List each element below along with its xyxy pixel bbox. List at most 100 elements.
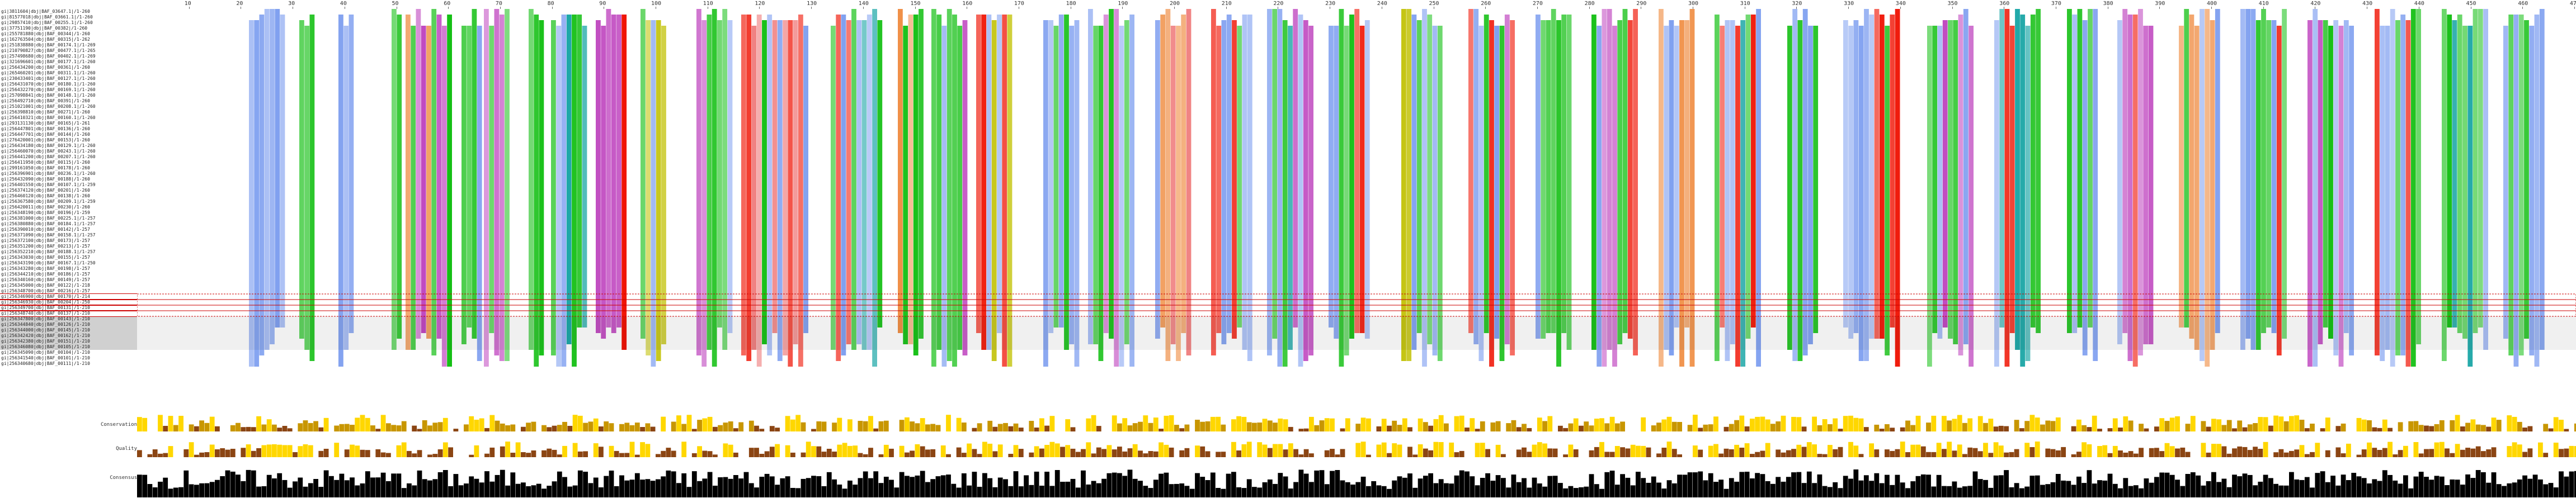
residue-column[interactable] [777,20,783,361]
residue-column[interactable] [1932,26,1938,333]
sequence-name[interactable]: gi|256447801|dbj|BAF_00136|/1-260 [1,126,90,131]
residue-column[interactable] [2148,26,2154,344]
residue-column[interactable] [489,26,495,333]
residue-column[interactable] [1043,20,1048,367]
sequence-name[interactable]: gi|256340680|dbj|BAF_00111|/1-210 [1,361,90,366]
residue-column[interactable] [1406,9,1412,361]
residue-column[interactable] [2473,9,2478,333]
residue-column[interactable] [746,15,752,361]
residue-column[interactable] [1546,20,1551,333]
sequence-name-panel[interactable]: gi|3811604|dbj|BAF_03647.1|/1-260 gi|8157… [0,9,138,501]
residue-column[interactable] [2082,20,2088,355]
residue-column[interactable] [952,15,957,367]
residue-column[interactable] [1750,15,1756,328]
residue-column[interactable] [1715,15,1720,361]
residue-column[interactable] [2250,9,2256,350]
sequence-name[interactable]: gi|3811604|dbj|BAF_03647.1|/1-260 [1,9,90,14]
residue-column[interactable] [556,26,562,367]
residue-column[interactable] [936,15,942,350]
residue-column[interactable] [841,15,846,355]
residue-column[interactable] [903,26,908,344]
residue-column[interactable] [946,9,952,361]
residue-column[interactable] [1536,15,1541,339]
sequence-name[interactable]: gi|256372100|dbj|BAF_00173|/1-257 [1,238,90,243]
residue-column[interactable] [2524,20,2529,339]
residue-column[interactable] [299,20,304,339]
residue-column[interactable] [2093,9,2098,361]
residue-column[interactable] [406,15,411,350]
sequence-name[interactable]: gi|256432270|dbj|BAF_00169.1|/1-260 [1,87,96,92]
residue-column[interactable] [803,26,808,333]
residue-column[interactable] [1499,26,1505,361]
residue-column[interactable] [304,26,310,350]
residue-column[interactable] [477,26,482,361]
residue-column[interactable] [270,9,275,344]
residue-column[interactable] [1937,26,1943,339]
sequence-name[interactable]: gi|256447701|dbj|BAF_00144|/1-260 [1,132,90,137]
residue-column[interactable] [1422,9,1427,367]
sequence-name[interactable]: gi|256340160|dbj|BAF_00149|/1-257 [1,277,90,282]
residue-column[interactable] [534,15,539,367]
residue-column[interactable] [1627,20,1633,339]
residue-column[interactable] [349,15,354,333]
residue-column[interactable] [1277,9,1283,367]
sequence-name[interactable]: gi|256348700|dbj|BAF_00216|/1-257 [1,288,90,293]
residue-column[interactable] [2036,9,2041,333]
sequence-name[interactable]: gi|256460120|dbj|BAF_00138|/1-260 [1,193,90,198]
residue-column[interactable] [1510,20,1515,355]
residue-column[interactable] [1969,26,1974,367]
residue-column[interactable] [1124,20,1129,344]
residue-column[interactable] [1411,15,1417,350]
sequence-name[interactable]: gi|256380880|dbj|BAF_00184.1|/1-257 [1,221,96,226]
residue-column[interactable] [1787,26,1792,350]
residue-column[interactable] [1237,26,1242,328]
residue-column[interactable] [596,20,601,333]
residue-column[interactable] [2240,9,2245,350]
residue-column[interactable] [2416,9,2421,344]
residue-column[interactable] [1622,9,1628,333]
residue-column[interactable] [539,20,544,355]
residue-column[interactable] [1432,26,1438,355]
residue-column[interactable] [1858,26,1864,361]
residue-column[interactable] [1756,9,1761,367]
residue-column[interactable] [2200,9,2205,361]
residue-column[interactable] [1272,9,1278,339]
residue-column[interactable] [898,9,903,333]
residue-column[interactable] [1730,20,1735,344]
sequence-name[interactable]: gi|256348190|dbj|BAF_00196|/1-259 [1,210,90,215]
residue-column[interactable] [981,15,987,350]
residue-column[interactable] [2338,26,2344,367]
sequence-name[interactable]: gi|256347800|dbj|BAF_00143|/1-210 [0,316,137,322]
residue-column[interactable] [2313,9,2318,367]
residue-column[interactable] [1864,9,1869,361]
residue-column[interactable] [646,20,651,355]
residue-column[interactable] [1848,26,1854,339]
residue-column[interactable] [392,9,397,350]
residue-column[interactable] [1602,9,1607,367]
residue-column[interactable] [2276,26,2282,355]
residue-column[interactable] [783,20,788,355]
residue-column[interactable] [1958,15,1963,355]
sequence-name[interactable]: gi|256492710|dbj|BAF_00391|/1-260 [1,98,90,103]
residue-column[interactable] [2483,9,2488,350]
residue-column[interactable] [991,20,997,361]
residue-column[interactable] [275,9,280,328]
residue-column[interactable] [1176,26,1181,361]
residue-column[interactable] [1808,26,1813,344]
residue-column[interactable] [1114,9,1119,367]
residue-column[interactable] [499,15,505,361]
residue-column[interactable] [1007,15,1012,367]
residue-column[interactable] [751,26,757,350]
sequence-name[interactable]: gi|256390010|dbj|BAF_00142|/1-257 [1,227,90,232]
residue-column[interactable] [1541,20,1546,339]
residue-column[interactable] [259,15,265,355]
residue-column[interactable] [601,26,606,339]
residue-column[interactable] [1948,20,1953,339]
residue-column[interactable] [1211,9,1216,355]
residue-column[interactable] [2307,20,2313,367]
residue-column[interactable] [2143,26,2149,344]
residue-column[interactable] [2255,20,2261,350]
residue-column[interactable] [2390,9,2395,367]
residue-column[interactable] [2462,26,2467,339]
sequence-name[interactable]: gi|251838880|dbj|BAF_00174.1|/1-269 [1,42,96,48]
